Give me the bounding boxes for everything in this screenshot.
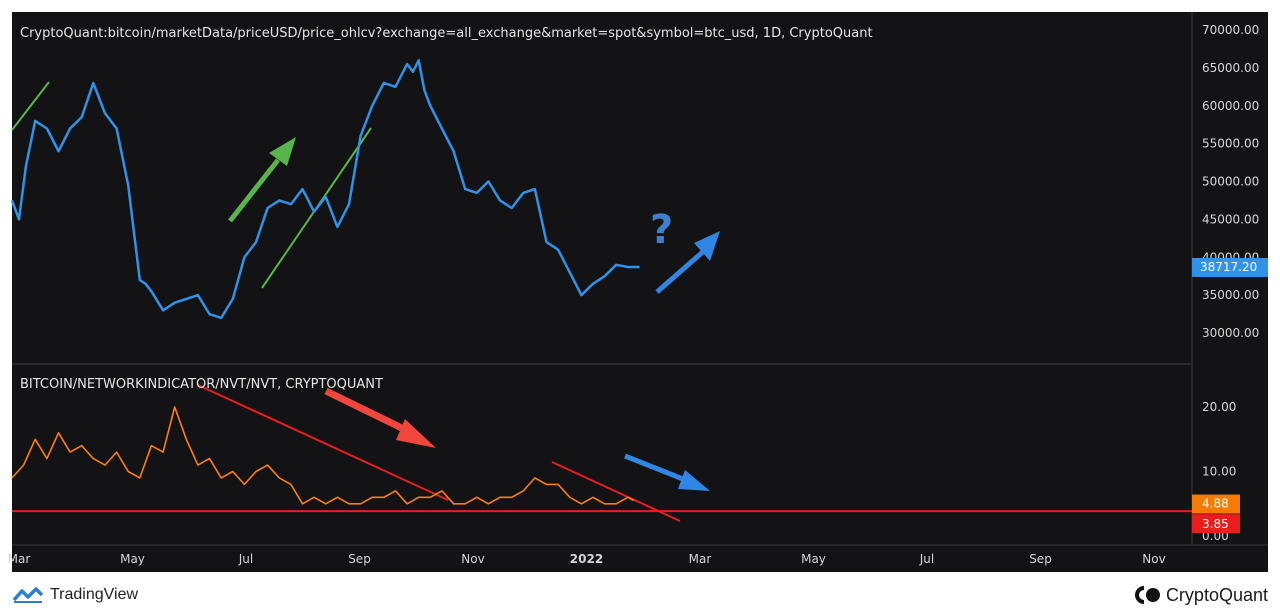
chart-canvas: ? 30000.0035000.0040000.0045000.0050000.… bbox=[8, 12, 1268, 572]
time-tick-label: Sep bbox=[1029, 552, 1052, 566]
nvt-tick-label: 20.00 bbox=[1202, 400, 1236, 414]
time-tick-label: Jul bbox=[238, 552, 253, 566]
question-mark-annotation: ? bbox=[650, 207, 673, 253]
time-tick-label: Nov bbox=[461, 552, 484, 566]
price-tick-label: 60000.00 bbox=[1202, 99, 1259, 113]
nvt-tick-label: 10.00 bbox=[1202, 465, 1236, 479]
time-tick-label: Jul bbox=[919, 552, 934, 566]
tradingview-logo[interactable]: TradingView bbox=[12, 582, 138, 608]
cryptoquant-icon bbox=[1134, 586, 1160, 604]
arrow-blue-lower bbox=[624, 453, 710, 491]
price-axis-ticks: 30000.0035000.0040000.0045000.0050000.00… bbox=[1202, 23, 1259, 340]
tradingview-label: TradingView bbox=[50, 586, 139, 603]
support-value-label: 3.85 bbox=[1192, 514, 1240, 534]
nvt-series bbox=[11, 406, 635, 505]
price-tick-label: 45000.00 bbox=[1202, 212, 1259, 226]
price-tick-label: 65000.00 bbox=[1202, 61, 1259, 75]
time-tick-label: Sep bbox=[348, 552, 371, 566]
nvt-value-label: 4.88 bbox=[1192, 494, 1240, 514]
arrow-blue-upper bbox=[655, 231, 720, 294]
cryptoquant-logo[interactable]: CryptoQuant bbox=[1134, 582, 1268, 608]
annotations-layer: ? bbox=[11, 81, 720, 522]
tradingview-icon bbox=[12, 587, 44, 603]
price-tick-label: 55000.00 bbox=[1202, 137, 1259, 151]
price-tick-label: 50000.00 bbox=[1202, 175, 1259, 189]
price-tick-label: 30000.00 bbox=[1202, 326, 1259, 340]
time-tick-label: May bbox=[120, 552, 145, 566]
time-tick-label: Mar bbox=[689, 552, 712, 566]
price-tick-label: 70000.00 bbox=[1202, 23, 1259, 37]
trend-line-red bbox=[197, 384, 449, 501]
price-chart-title: CryptoQuant:bitcoin/marketData/priceUSD/… bbox=[20, 26, 873, 41]
nvt-current-value: 4.88 bbox=[1202, 497, 1229, 511]
price-line bbox=[10, 59, 640, 320]
nvt-line bbox=[11, 406, 635, 505]
time-tick-label: Nov bbox=[1142, 552, 1165, 566]
nvt-chart-title: BITCOIN/NETWORKINDICATOR/NVT/NVT, CRYPTO… bbox=[20, 377, 383, 392]
arrow-green bbox=[228, 137, 296, 223]
trend-line-green bbox=[11, 81, 50, 131]
last-price-label: 38717.20 bbox=[1192, 257, 1268, 277]
time-tick-label: 2022 bbox=[570, 552, 603, 566]
cryptoquant-label: CryptoQuant bbox=[1165, 584, 1268, 605]
support-value: 3.85 bbox=[1202, 517, 1229, 531]
last-price-value: 38717.20 bbox=[1200, 260, 1257, 274]
time-tick-label: Mar bbox=[8, 552, 31, 566]
price-tick-label: 35000.00 bbox=[1202, 288, 1259, 302]
time-tick-label: May bbox=[801, 552, 826, 566]
time-axis-ticks: Mar May Jul Sep Nov 2022 Mar May Jul Sep Nov bbox=[8, 552, 1166, 566]
price-series bbox=[10, 59, 640, 320]
chart-background bbox=[12, 12, 1268, 572]
arrow-red bbox=[324, 387, 436, 448]
